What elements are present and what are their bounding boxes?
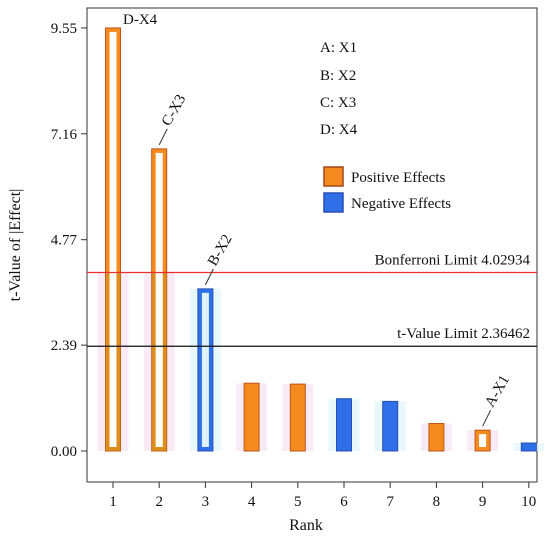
bar-label: D-X4 bbox=[123, 12, 158, 28]
x-tick-label: 8 bbox=[433, 494, 441, 510]
legend-label-positive: Positive Effects bbox=[351, 170, 445, 186]
x-axis: 1 2 3 4 5 6 7 8 9 10 bbox=[109, 482, 536, 510]
bar bbox=[520, 442, 537, 452]
bar-label: B-X2 bbox=[205, 232, 236, 269]
x-tick-label: 9 bbox=[479, 494, 487, 510]
bar bbox=[382, 400, 399, 452]
x-tick-label: 6 bbox=[340, 494, 348, 510]
bar-label-leader bbox=[158, 128, 168, 146]
reference-lines: Bonferroni Limit 4.02934 t-Value Limit 2.… bbox=[87, 252, 537, 347]
reference-line-label: t-Value Limit 2.36462 bbox=[397, 326, 530, 342]
bar bbox=[289, 383, 306, 452]
factor-key-item: B: X2 bbox=[320, 68, 356, 84]
factor-key-item: C: X3 bbox=[320, 95, 356, 111]
bar-label-group: D-X4 C-X3 B-X2 A-X1 bbox=[123, 12, 513, 427]
factor-key: A: X1 B: X2 C: X3 D: X4 bbox=[320, 40, 358, 138]
x-tick-label: 2 bbox=[155, 494, 163, 510]
bar-label: A-X1 bbox=[482, 373, 513, 411]
factor-key-item: D: X4 bbox=[320, 122, 358, 138]
bar-label-leader bbox=[204, 268, 214, 286]
bar-core bbox=[155, 272, 163, 447]
legend-swatch-positive bbox=[323, 166, 344, 187]
bar bbox=[428, 423, 445, 452]
y-tick-label: 7.16 bbox=[51, 127, 78, 143]
legend-label-negative: Negative Effects bbox=[351, 196, 451, 212]
bar-core bbox=[201, 292, 209, 447]
legend: Positive Effects Negative Effects bbox=[323, 166, 451, 213]
x-axis-title: Rank bbox=[289, 517, 323, 534]
x-tick-label: 5 bbox=[294, 494, 302, 510]
y-tick-label: 0.00 bbox=[51, 444, 77, 460]
x-tick-label: 3 bbox=[202, 494, 210, 510]
bar-core bbox=[109, 31, 117, 447]
bar-label-leader bbox=[482, 409, 492, 427]
x-tick-label: 1 bbox=[109, 494, 117, 510]
y-tick-label: 4.77 bbox=[51, 233, 78, 249]
bar bbox=[243, 382, 260, 452]
bar-core bbox=[479, 434, 487, 447]
bar-label: C-X3 bbox=[159, 92, 190, 129]
y-tick-label: 2.39 bbox=[51, 338, 77, 354]
x-tick-label: 7 bbox=[386, 494, 394, 510]
bar bbox=[336, 398, 352, 452]
bar-core bbox=[109, 272, 117, 447]
x-tick-label: 4 bbox=[248, 494, 256, 510]
factor-key-item: A: X1 bbox=[320, 40, 357, 56]
y-axis-title: t-Value of |Effect| bbox=[7, 189, 24, 302]
y-axis: 0.00 2.39 4.77 7.16 9.55 bbox=[51, 21, 87, 460]
x-tick-label: 10 bbox=[521, 494, 536, 510]
legend-swatch-negative bbox=[323, 192, 344, 213]
bar-series bbox=[97, 27, 545, 452]
reference-line-label: Bonferroni Limit 4.02934 bbox=[375, 252, 531, 268]
y-tick-label: 9.55 bbox=[51, 21, 77, 37]
plot-frame bbox=[86, 7, 538, 483]
